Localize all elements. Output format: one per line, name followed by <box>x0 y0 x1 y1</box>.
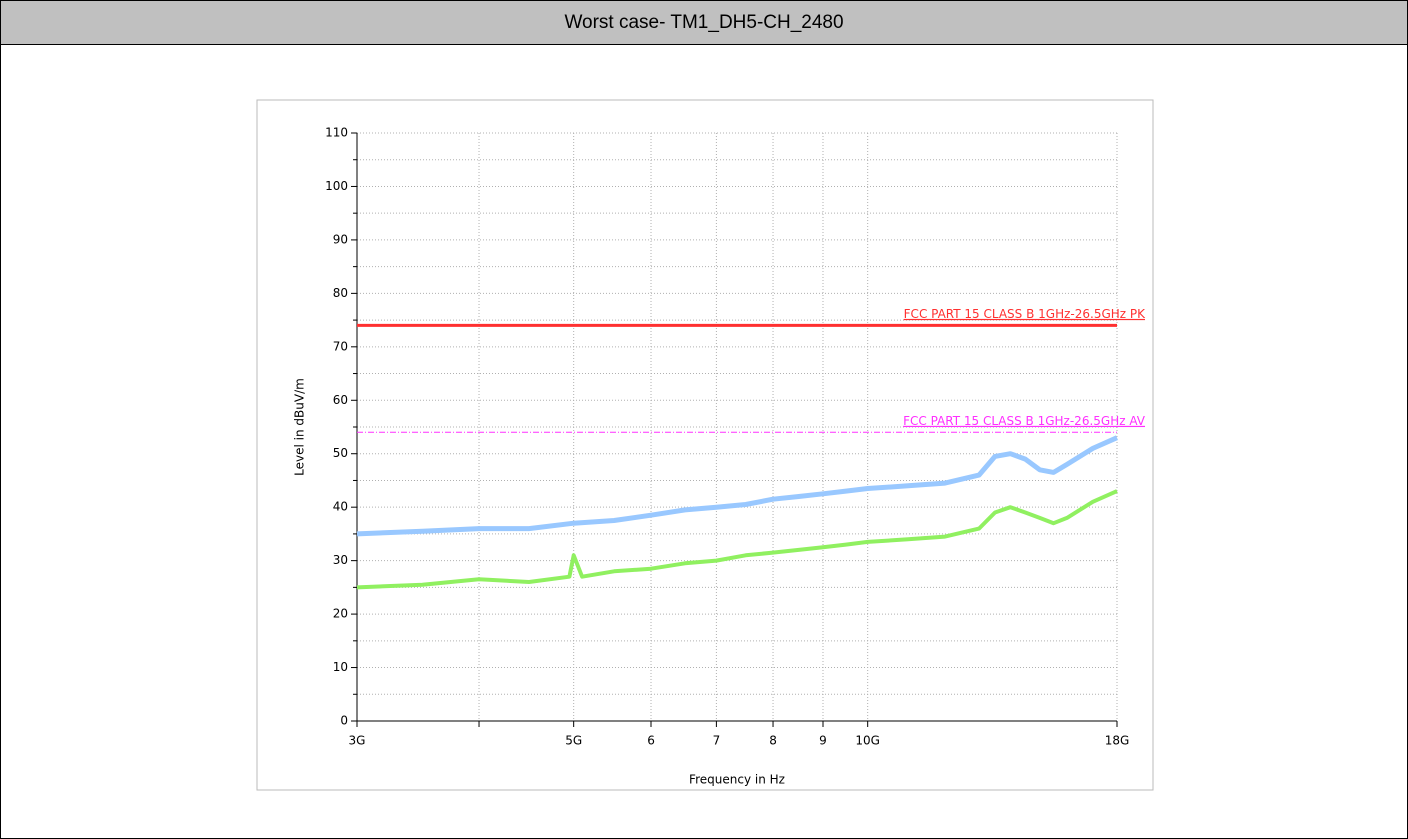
series-line <box>356 435 1119 537</box>
y-tick-label: 80 <box>333 286 348 300</box>
limit-label: FCC PART 15 CLASS B 1GHz-26.5GHz AV <box>903 414 1146 428</box>
x-tick-label: 3G <box>349 734 366 748</box>
y-tick-label: 100 <box>325 179 348 193</box>
x-tick-label: 10G <box>855 734 880 748</box>
y-tick-label: 0 <box>340 714 348 728</box>
y-tick-label: 70 <box>333 339 348 353</box>
x-tick-label: 7 <box>713 734 721 748</box>
x-tick-label: 5G <box>565 734 582 748</box>
series-line <box>356 489 1118 590</box>
y-tick-label: 30 <box>333 553 348 567</box>
x-tick-label: 18G <box>1105 734 1130 748</box>
x-axis-label: Frequency in Hz <box>689 773 785 787</box>
y-tick-label: 20 <box>333 607 348 621</box>
x-tick-label: 9 <box>819 734 827 748</box>
y-tick-label: 90 <box>333 232 348 246</box>
y-tick-label: 10 <box>333 660 348 674</box>
chart-box <box>256 99 1154 791</box>
y-tick-label: 60 <box>333 393 348 407</box>
x-tick-label: 6 <box>647 734 655 748</box>
y-tick-label: 50 <box>333 446 348 460</box>
header-title: Worst case- TM1_DH5-CH_2480 <box>1 1 1407 45</box>
y-axis-label: Level in dBuV/m <box>293 378 307 476</box>
x-tick-label: 8 <box>769 734 777 748</box>
limit-label: FCC PART 15 CLASS B 1GHz-26.5GHz PK <box>904 307 1146 321</box>
y-tick-label: 110 <box>325 126 348 140</box>
y-tick-label: 40 <box>333 500 348 514</box>
